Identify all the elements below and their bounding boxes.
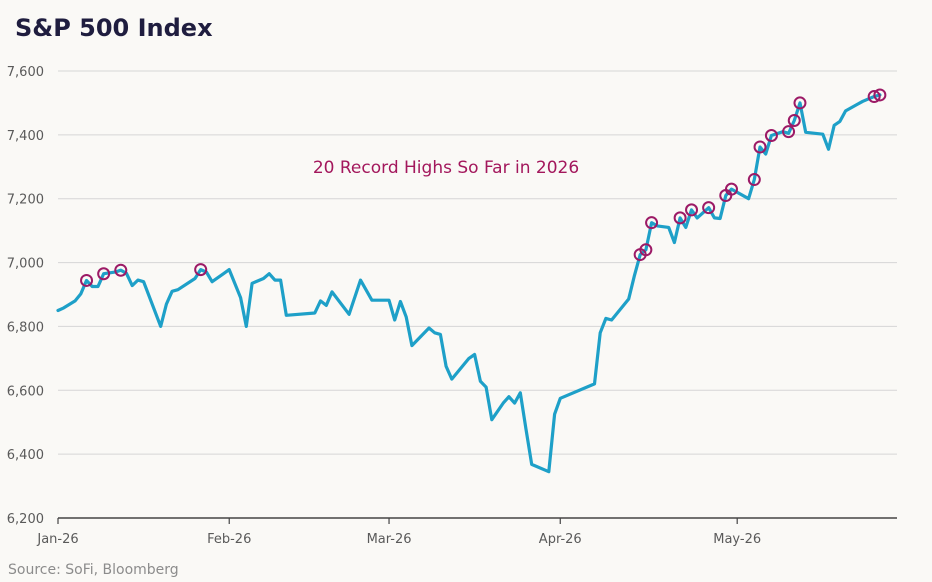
x-tick-label: Mar-26 (367, 532, 412, 547)
y-tick-label: 7,000 (7, 257, 44, 272)
record-high-marker (702, 201, 716, 215)
y-tick-label: 7,400 (7, 129, 44, 144)
y-tick-label: 7,600 (7, 65, 44, 80)
record-high-marker (873, 88, 887, 102)
x-axis: Jan-26 Feb-26 Mar-26 Apr-26 May-26 (36, 517, 897, 547)
record-high-markers (80, 88, 887, 287)
y-tick-label: 6,600 (7, 384, 44, 399)
record-high-marker (787, 113, 801, 127)
record-high-marker (685, 203, 699, 217)
record-high-marker (194, 263, 208, 277)
record-highs-annotation: 20 Record Highs So Far in 2026 (313, 158, 579, 178)
record-high-marker (867, 90, 881, 104)
y-tick-label: 6,800 (7, 320, 44, 335)
record-high-marker (793, 96, 807, 110)
record-high-marker (114, 263, 128, 277)
x-tick-label: Jan-26 (36, 532, 78, 547)
x-tick-label: Feb-26 (207, 532, 251, 547)
record-high-marker (747, 173, 761, 187)
record-high-marker (764, 128, 778, 142)
gridlines (58, 70, 897, 455)
chart-title: S&P 500 Index (15, 14, 213, 42)
source-note: Source: SoFi, Bloomberg (8, 562, 179, 578)
record-high-marker (80, 273, 94, 287)
record-high-marker (724, 182, 738, 196)
record-high-marker (673, 211, 687, 225)
record-high-marker (645, 216, 659, 230)
record-high-marker (782, 125, 796, 139)
y-tick-label: 6,400 (7, 448, 44, 463)
x-tick-label: Apr-26 (539, 532, 582, 547)
y-tick-label: 6,200 (7, 512, 44, 527)
series-line (56, 93, 882, 474)
record-high-marker (639, 243, 653, 257)
y-tick-label: 7,200 (7, 193, 44, 208)
x-tick-label: May-26 (713, 532, 761, 547)
record-high-marker (753, 140, 767, 154)
record-high-marker (97, 267, 111, 281)
y-axis: 6,200 6,400 6,600 6,800 7,000 7,200 7,400 7,600 (7, 65, 44, 527)
